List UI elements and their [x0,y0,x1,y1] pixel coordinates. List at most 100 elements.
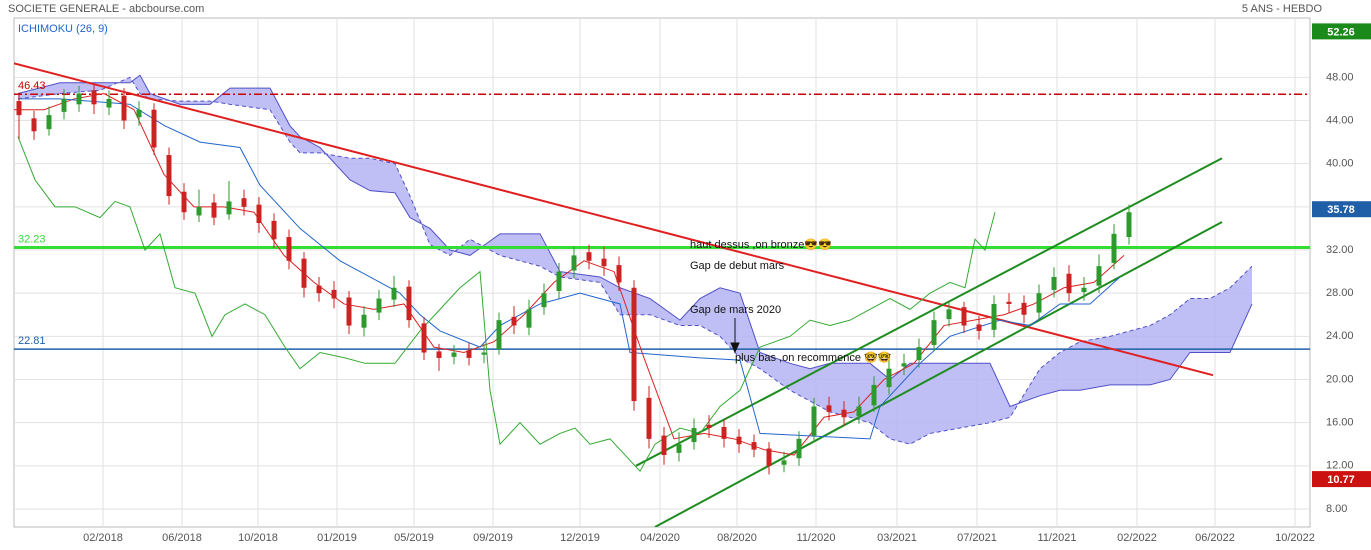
trend-line [654,221,1223,527]
candle-body [961,307,967,326]
candle-body [511,316,517,326]
candle-body [391,287,397,300]
candle-body [766,448,772,466]
candle-body [376,298,382,313]
x-tick-label: 09/2019 [473,532,513,544]
candle-body [361,314,367,328]
candle-body [736,436,742,445]
candle-body [1006,301,1012,304]
candle-body [61,98,67,112]
y-tick-label: 24.00 [1326,330,1354,342]
candle-body [151,109,157,148]
candle-body [481,352,487,355]
candle-body [166,155,172,197]
candle-body [991,303,997,330]
candle-body [751,442,757,450]
candle-body [1021,302,1027,315]
candle-body [421,323,427,353]
plot-frame [13,17,1311,528]
price-badge-label: 10.77 [1327,474,1355,486]
price-badge-label: 35.78 [1327,204,1355,216]
candle-body [826,405,832,412]
candle-body [466,350,472,358]
price-badge-label: 52.26 [1327,26,1355,38]
candle-body [571,255,577,271]
candle-body [601,258,607,267]
candle-body [271,220,277,240]
y-tick-label: 32.00 [1326,244,1354,256]
x-tick-label: 05/2019 [394,532,434,544]
candle-body [976,324,982,331]
x-tick-label: 11/2021 [1038,532,1077,544]
annotation: haut dessus ,on bronze😎😎 [690,238,832,251]
y-tick-label: 48.00 [1326,71,1354,83]
candle-body [196,206,202,216]
candle-body [631,287,637,402]
candle-body [346,297,352,326]
y-tick-label: 8.00 [1326,503,1347,515]
x-tick-label: 01/2019 [317,532,357,544]
cloud-span-a [17,74,1253,408]
candle-body [226,201,232,215]
candle-body [46,115,52,130]
x-tick-label: 07/2021 [957,532,997,544]
candle-body [121,95,127,121]
candle-body [781,460,787,465]
candle-body [406,286,412,321]
candle-body [31,118,37,132]
candle-body [301,258,307,288]
candle-body [136,109,142,118]
price-badge [1312,23,1371,40]
candle-body [436,351,442,358]
x-tick-label: 06/2022 [1195,532,1235,544]
candle-body [106,98,112,108]
level-label: 46.43 [18,80,46,92]
x-tick-label: 12/2019 [560,532,600,544]
candle-body [541,293,547,308]
ichimoku-line [17,136,996,473]
x-tick-label: 08/2020 [717,532,757,544]
x-tick-label: 10/2022 [1275,532,1315,544]
annotation: Gap de debut mars [690,260,785,272]
candle-body [721,426,727,439]
candle-body [676,444,682,453]
candle-body [856,406,862,417]
chart-title: SOCIETE GENERALE - abcbourse.com [8,3,204,15]
chart-subtitle: 5 ANS - HEBDO [1242,3,1323,15]
y-tick-label: 28.00 [1326,287,1354,299]
indicator-label: ICHIMOKU (26, 9) [18,23,108,35]
candle-body [916,347,922,361]
candle-body [331,289,337,299]
annotation: Gap de mars 2020 [690,304,781,316]
candle-body [646,397,652,439]
y-tick-label: 12.00 [1326,460,1354,472]
candle-body [1111,233,1117,263]
candle-body [556,271,562,292]
ichimoku-line [18,98,1121,440]
y-tick-label: 20.00 [1326,373,1354,385]
candle-body [811,406,817,436]
candle-body [1096,266,1102,286]
x-tick-label: 11/2020 [797,532,836,544]
annotation-arrow [730,318,740,354]
trend-line [635,157,1223,467]
y-tick-label: 40.00 [1326,158,1354,170]
candle-body [286,237,292,261]
candle-body [886,368,892,388]
price-badge [1312,201,1371,218]
candle-body [316,285,322,294]
price-badge [1312,471,1371,488]
candle-body [1081,287,1087,293]
candle-body [181,191,187,213]
candle-body [946,309,952,320]
candle-body [16,101,22,116]
candle-body [661,435,667,456]
candle-body [256,204,262,224]
y-tick-label: 44.00 [1326,114,1354,126]
candle-body [91,90,97,105]
y-tick-label: 16.00 [1326,417,1354,429]
x-tick-label: 10/2018 [238,532,278,544]
candle-body [211,202,217,218]
x-tick-label: 03/2021 [877,532,917,544]
